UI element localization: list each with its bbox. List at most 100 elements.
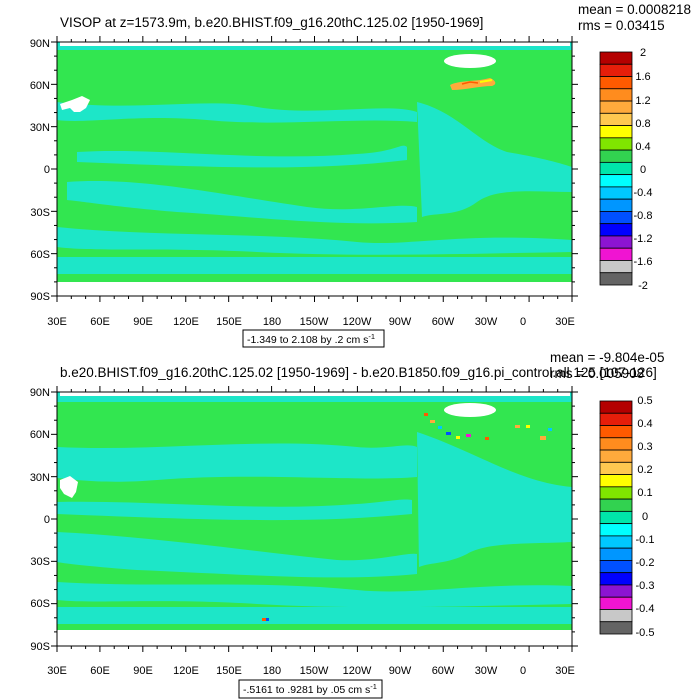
panel-1-lon-tick-label: 60W — [432, 316, 455, 328]
panel-2-lon-tick-label: 0 — [520, 665, 526, 677]
panel-2-hudson-mask — [60, 476, 78, 498]
panel-2-range-box: -.5161 to .9281 by .05 cm s-1 — [238, 679, 383, 699]
colorbar-box — [599, 272, 633, 286]
panel-1-lat-tick-label: 30S — [30, 207, 50, 219]
panel-2-colorbar-label: -0.5 — [636, 627, 655, 639]
panel-1-ticks — [51, 36, 578, 302]
panel-2-lat-tick-label: 90N — [30, 387, 50, 399]
panel-2-range-sup: -1 — [370, 682, 377, 691]
panel-1-mean: mean = 0.0008218 — [578, 2, 691, 17]
panel-2-colorbar-label: 0.4 — [637, 418, 652, 430]
colorbar-box — [599, 223, 633, 237]
panel-2-lon-tick-label: 30W — [475, 665, 498, 677]
panel-1-lon-tick-label: 120W — [343, 316, 372, 328]
panel-1-colorbar-label: 0 — [640, 164, 646, 176]
panel-1-map — [56, 41, 573, 297]
panel-2-lon-tick-label: 30E — [555, 665, 575, 677]
colorbar-box — [599, 198, 633, 212]
colorbar-box — [599, 437, 633, 451]
panel-2-colorbar-label: 0 — [642, 511, 648, 523]
panel-1-colorbar-label: 2 — [640, 47, 646, 59]
panel-2-lon-tick-label: 30E — [47, 665, 67, 677]
colorbar-box — [599, 425, 633, 439]
colorbar-box — [599, 486, 633, 500]
colorbar-box — [599, 137, 633, 151]
panel-2-greenland-mask — [444, 403, 496, 417]
panel-1-lat-tick-label: 90N — [30, 38, 50, 50]
panel-1-colorbar-label: 0.4 — [635, 141, 650, 153]
panel-1-colorbar-label: 1.2 — [635, 95, 650, 107]
panel-2-rms: rms = 0.005908 — [550, 366, 644, 381]
colorbar-box — [599, 100, 633, 114]
panel-2-hotspots — [262, 413, 552, 621]
panel-1-lon-tick-label: 30W — [475, 316, 498, 328]
panel-2-lat-tick-label: 60N — [30, 429, 50, 441]
panel-1-lat-axis: 90N 60N 30N 0 30S 60S 90S — [30, 38, 50, 303]
panel-1-arctic-mask — [60, 42, 570, 46]
colorbar-box — [599, 125, 633, 139]
panel-2-lat-tick-label: 60S — [30, 598, 50, 610]
panel-2-colorbar — [599, 400, 633, 635]
panel-2-colorbar-labels: 0.5 0.4 0.3 0.2 0.1 0 -0.1 -0.2 -0.3 -0.… — [636, 395, 655, 639]
panel-2-lon-tick-label: 150E — [216, 665, 242, 677]
colorbar-box — [599, 461, 633, 475]
colorbar-box — [599, 584, 633, 598]
panel-1-rms: rms = 0.03415 — [578, 18, 665, 33]
colorbar-box — [599, 247, 633, 261]
panel-2-colorbar-label: -0.2 — [636, 557, 655, 569]
panel-2-lon-axis: 30E 60E 90E 120E 150E 180 150W 120W 90W … — [47, 665, 575, 677]
colorbar-box — [599, 88, 633, 102]
panel-2-lat-tick-label: 90S — [30, 641, 50, 653]
panel-1-lon-tick-label: 90W — [389, 316, 412, 328]
panel-1-lon-tick-label: 60E — [90, 316, 110, 328]
panel-1-lon-tick-label: 120E — [173, 316, 199, 328]
svg-text:-.5161 to .9281 by .05 cm s-1: -.5161 to .9281 by .05 cm s-1 — [243, 682, 377, 696]
panel-1-colorbar-label: 1.6 — [635, 71, 650, 83]
panel-2-lon-tick-label: 150W — [300, 665, 329, 677]
panel-1-colorbar-label: -1.2 — [634, 233, 653, 245]
panel-1-range-text: -1.349 to 2.108 by .2 cm s — [247, 334, 368, 346]
panel-1-missing-south — [57, 282, 572, 296]
panel-2-colorbar-label: 0.1 — [637, 487, 652, 499]
colorbar-box — [599, 260, 633, 274]
colorbar-box — [599, 174, 633, 188]
colorbar-box — [599, 510, 633, 525]
panel-2-lon-tick-label: 60W — [432, 665, 455, 677]
panel-1-lon-tick-label: 180 — [263, 316, 281, 328]
colorbar-box — [599, 523, 633, 537]
panel-1-title: VISOP at z=1573.9m, b.e20.BHIST.f09_g16.… — [60, 15, 483, 30]
colorbar-box — [599, 112, 633, 126]
panel-2-colorbar-label: -0.4 — [636, 603, 655, 615]
colorbar-box — [599, 51, 633, 65]
panel-2-range-text: -.5161 to .9281 by .05 cm s — [243, 684, 370, 696]
colorbar-box — [599, 400, 633, 414]
panel-1-greenland-mask — [444, 54, 496, 68]
panel-1-lon-axis: 30E 60E 90E 120E 150E 180 150W 120W 90W … — [47, 316, 575, 328]
panel-1-lon-tick-label: 30E — [555, 316, 575, 328]
panel-1-colorbar — [599, 51, 633, 286]
panel-1-lon-tick-label: 30E — [47, 316, 67, 328]
panel-2-colorbar-label: -0.3 — [636, 580, 655, 592]
panel-1-colorbar-label: -0.8 — [634, 210, 653, 222]
panel-2-map — [56, 391, 573, 647]
panel-1-lon-tick-label: 90E — [133, 316, 153, 328]
colorbar-box — [599, 621, 633, 635]
colorbar-box — [599, 449, 633, 463]
panel-2-lat-tick-label: 30S — [30, 556, 50, 568]
panel-2-lon-tick-label: 60E — [90, 665, 110, 677]
panel-2-mean: mean = -9.804e-05 — [550, 350, 664, 365]
panel-1-lon-tick-label: 0 — [520, 316, 526, 328]
colorbar-box — [599, 596, 633, 610]
panel-1-lon-tick-label: 150E — [216, 316, 242, 328]
panel-1: VISOP at z=1573.9m, b.e20.BHIST.f09_g16.… — [30, 2, 691, 348]
panel-2-colorbar-label: 0.5 — [637, 395, 652, 407]
colorbar-box — [599, 609, 633, 623]
panel-2-colorbar-label: -0.1 — [636, 534, 655, 546]
colorbar-box — [599, 560, 633, 574]
panel-1-range-sup: -1 — [368, 332, 375, 341]
colorbar-box — [599, 63, 633, 77]
colorbar-box — [599, 547, 633, 561]
panel-2-lon-tick-label: 90E — [133, 665, 153, 677]
colorbar-box — [599, 412, 633, 426]
